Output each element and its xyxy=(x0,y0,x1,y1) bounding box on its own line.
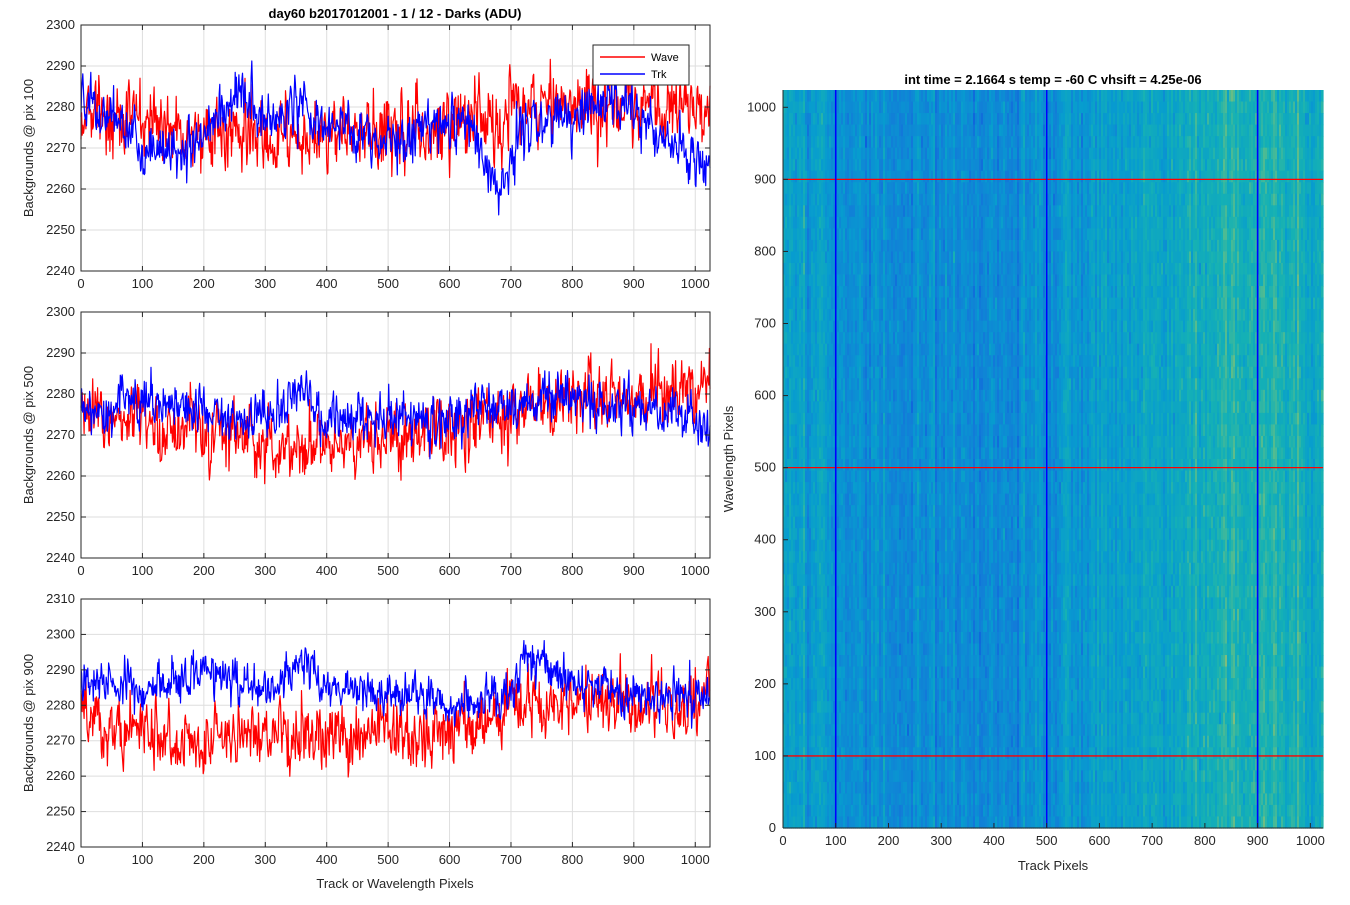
x-tick-label: 300 xyxy=(254,852,276,867)
chart-legend: Wave Trk xyxy=(593,45,689,85)
x-tick-label: 200 xyxy=(193,276,215,291)
y-axis-label: Backgrounds @ pix 900 xyxy=(21,654,36,792)
x-tick-label: 900 xyxy=(623,276,645,291)
x-tick-label: 300 xyxy=(254,276,276,291)
y-tick-label: 2270 xyxy=(46,427,75,442)
y-tick-label: 2300 xyxy=(46,17,75,32)
y-axis-label: Backgrounds @ pix 100 xyxy=(21,79,36,217)
y-tick-label: 2240 xyxy=(46,263,75,278)
x-tick-label: 0 xyxy=(77,276,84,291)
y-tick-label: 2280 xyxy=(46,386,75,401)
x-tick-label: 1000 xyxy=(681,276,710,291)
x-tick-label: 900 xyxy=(623,563,645,578)
y-tick-label: 2260 xyxy=(46,768,75,783)
y-tick-label: 2250 xyxy=(46,804,75,819)
y-tick-label: 2290 xyxy=(46,662,75,677)
legend-label-wave: Wave xyxy=(651,52,679,64)
y-tick-label: 2270 xyxy=(46,733,75,748)
x-tick-label: 900 xyxy=(623,852,645,867)
y-tick-label: 2300 xyxy=(46,304,75,319)
x-tick-label: 1000 xyxy=(681,852,710,867)
x-tick-label: 500 xyxy=(377,852,399,867)
x-tick-label: 700 xyxy=(500,276,522,291)
y-tick-label: 2280 xyxy=(46,99,75,114)
x-tick-label: 600 xyxy=(439,276,461,291)
y-tick-label: 2260 xyxy=(46,468,75,483)
x-tick-label: 0 xyxy=(77,852,84,867)
y-tick-label: 2260 xyxy=(46,181,75,196)
line-chart-pix-500: Backgrounds @ pix 500 0 100 200 300 400 500 60… xyxy=(21,304,710,578)
x-tick-label: 1000 xyxy=(681,563,710,578)
legend-label-trk: Trk xyxy=(651,69,667,81)
x-tick-label: 200 xyxy=(193,563,215,578)
x-tick-label: 200 xyxy=(193,852,215,867)
x-tick-label: 300 xyxy=(254,563,276,578)
x-tick-label: 0 xyxy=(77,563,84,578)
y-tick-label: 2300 xyxy=(46,626,75,641)
x-tick-label: 400 xyxy=(316,563,338,578)
x-tick-label: 700 xyxy=(500,563,522,578)
y-tick-label: 2240 xyxy=(46,550,75,565)
x-tick-label: 600 xyxy=(439,563,461,578)
x-tick-label: 800 xyxy=(562,852,584,867)
y-tick-label: 2250 xyxy=(46,509,75,524)
x-tick-label: 800 xyxy=(562,276,584,291)
y-tick-label: 2290 xyxy=(46,345,75,360)
x-tick-label: 400 xyxy=(316,276,338,291)
x-tick-label: 100 xyxy=(132,563,154,578)
y-tick-label: 2250 xyxy=(46,222,75,237)
x-tick-label: 700 xyxy=(500,852,522,867)
y-axis-label: Backgrounds @ pix 500 xyxy=(21,366,36,504)
y-tick-label: 2290 xyxy=(46,58,75,73)
x-tick-label: 800 xyxy=(562,563,584,578)
legend-box xyxy=(593,45,689,85)
x-tick-label: 100 xyxy=(132,852,154,867)
y-tick-label: 2280 xyxy=(46,697,75,712)
x-tick-label: 500 xyxy=(377,276,399,291)
line-chart-pix-900: Backgrounds @ pix 900 Track or Wavelengt… xyxy=(21,591,710,891)
heatmap-cells xyxy=(783,90,1324,829)
x-tick-label: 600 xyxy=(439,852,461,867)
y-tick-label: 2240 xyxy=(46,839,75,854)
x-tick-label: 400 xyxy=(316,852,338,867)
x-axis-label: Track or Wavelength Pixels xyxy=(316,876,474,891)
line-chart-pix-100: day60 b2017012001 - 1 / 12 - Darks (ADU)… xyxy=(21,6,710,291)
chart-title: day60 b2017012001 - 1 / 12 - Darks (ADU) xyxy=(269,6,522,21)
y-tick-label: 2270 xyxy=(46,140,75,155)
y-tick-label: 2310 xyxy=(46,591,75,606)
x-tick-label: 500 xyxy=(377,563,399,578)
x-tick-label: 100 xyxy=(132,276,154,291)
